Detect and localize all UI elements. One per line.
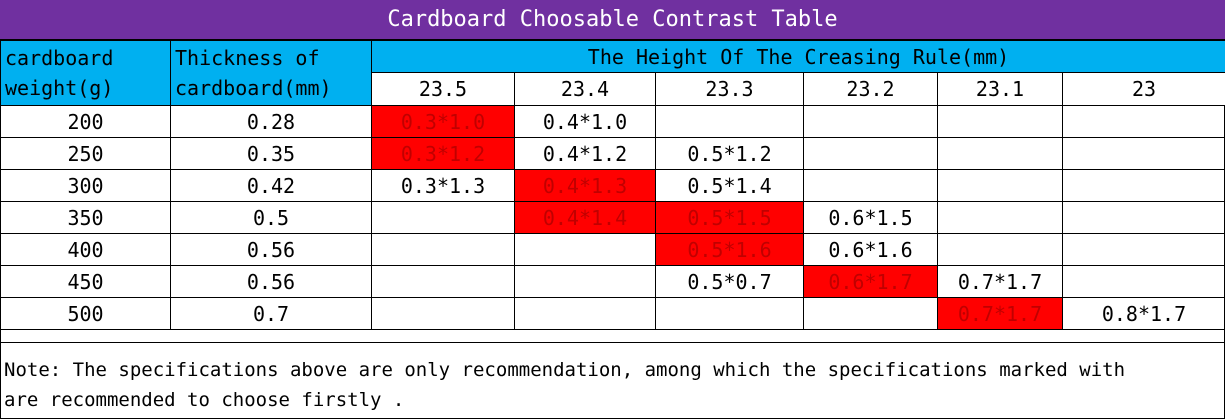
thickness-cell: 0.5 xyxy=(170,201,372,234)
spec-cell: 0.6*1.5 xyxy=(803,201,938,234)
spec-cell: 0.5*0.7 xyxy=(655,265,804,298)
thickness-cell: 0.7 xyxy=(170,297,372,330)
spec-cell xyxy=(1062,265,1225,298)
height-header: 23.4 xyxy=(514,72,656,106)
weight-cell: 300 xyxy=(0,169,171,202)
spec-cell: 0.5*1.4 xyxy=(655,169,804,202)
contrast-table: cardboard weight(g) Thickness of cardboa… xyxy=(0,40,1225,330)
table-row: 300 0.42 0.3*1.3 0.4*1.3 0.5*1.4 xyxy=(0,169,1225,202)
recommended-spec-cell: 0.7*1.7 xyxy=(937,297,1063,330)
recommended-spec-cell: 0.4*1.3 xyxy=(514,169,656,202)
weight-cell: 400 xyxy=(0,233,171,266)
recommended-spec-cell: 0.3*1.2 xyxy=(371,137,515,170)
table-row: 350 0.5 0.4*1.4 0.5*1.5 0.6*1.5 xyxy=(0,201,1225,234)
spec-cell xyxy=(937,137,1063,170)
spec-cell: 0.3*1.3 xyxy=(371,169,515,202)
creasing-rule-header: The Height Of The Creasing Rule(mm) xyxy=(371,40,1225,73)
thickness-header: Thickness of cardboard(mm) xyxy=(170,40,372,106)
spec-cell xyxy=(371,201,515,234)
weight-cell: 200 xyxy=(0,105,171,138)
spec-cell xyxy=(1062,233,1225,266)
table-row: 250 0.35 0.3*1.2 0.4*1.2 0.5*1.2 xyxy=(0,137,1225,170)
thickness-header-line2: cardboard(mm) xyxy=(175,76,332,100)
table-row: 500 0.7 0.7*1.7 0.8*1.7 xyxy=(0,297,1225,330)
spec-cell xyxy=(803,169,938,202)
spec-cell: 0.6*1.6 xyxy=(803,233,938,266)
thickness-cell: 0.28 xyxy=(170,105,372,138)
spec-cell xyxy=(655,297,804,330)
weight-header: cardboard weight(g) xyxy=(0,40,171,106)
recommended-spec-cell: 0.5*1.5 xyxy=(655,201,804,234)
table-row: 400 0.56 0.5*1.6 0.6*1.6 xyxy=(0,233,1225,266)
thickness-header-line1: Thickness of xyxy=(175,46,320,70)
spec-cell xyxy=(371,265,515,298)
spec-cell xyxy=(803,105,938,138)
weight-cell: 450 xyxy=(0,265,171,298)
weight-header-line1: cardboard xyxy=(5,46,114,70)
weight-cell: 250 xyxy=(0,137,171,170)
weight-header-line2: weight(g) xyxy=(5,76,114,100)
spec-cell: 0.4*1.2 xyxy=(514,137,656,170)
note-line2: are recommended to choose firstly . xyxy=(4,389,405,411)
recommended-spec-cell: 0.3*1.0 xyxy=(371,105,515,138)
spec-cell xyxy=(937,169,1063,202)
spec-cell: 0.4*1.0 xyxy=(514,105,656,138)
thickness-cell: 0.35 xyxy=(170,137,372,170)
spec-cell xyxy=(655,105,804,138)
spec-cell xyxy=(937,105,1063,138)
recommended-spec-cell: 0.4*1.4 xyxy=(514,201,656,234)
spec-cell xyxy=(937,233,1063,266)
weight-cell: 350 xyxy=(0,201,171,234)
spec-cell xyxy=(937,201,1063,234)
spec-cell xyxy=(371,233,515,266)
table-row: 450 0.56 0.5*0.7 0.6*1.7 0.7*1.7 xyxy=(0,265,1225,298)
spec-cell xyxy=(1062,137,1225,170)
table-title: Cardboard Choosable Contrast Table xyxy=(0,0,1225,40)
spec-cell: 0.5*1.2 xyxy=(655,137,804,170)
spec-cell xyxy=(514,265,656,298)
spec-cell xyxy=(514,297,656,330)
weight-cell: 500 xyxy=(0,297,171,330)
spec-cell xyxy=(1062,201,1225,234)
height-header: 23.1 xyxy=(937,72,1063,106)
thickness-cell: 0.42 xyxy=(170,169,372,202)
spec-cell xyxy=(803,137,938,170)
note-line1: Note: The specifications above are only … xyxy=(4,359,1126,381)
height-header: 23.2 xyxy=(803,72,938,106)
spec-cell xyxy=(1062,169,1225,202)
spec-cell: 0.8*1.7 xyxy=(1062,297,1225,330)
thickness-cell: 0.56 xyxy=(170,265,372,298)
thickness-cell: 0.56 xyxy=(170,233,372,266)
spec-cell xyxy=(514,233,656,266)
spec-cell xyxy=(1062,105,1225,138)
note: Note: The specifications above are only … xyxy=(0,342,1225,419)
recommended-spec-cell: 0.6*1.7 xyxy=(803,265,938,298)
table-row: 200 0.28 0.3*1.0 0.4*1.0 xyxy=(0,105,1225,138)
recommended-spec-cell: 0.5*1.6 xyxy=(655,233,804,266)
height-header: 23.5 xyxy=(371,72,515,106)
height-header: 23.3 xyxy=(655,72,804,106)
spec-cell: 0.7*1.7 xyxy=(937,265,1063,298)
spec-cell xyxy=(371,297,515,330)
height-header: 23 xyxy=(1062,72,1225,106)
spec-cell xyxy=(803,297,938,330)
